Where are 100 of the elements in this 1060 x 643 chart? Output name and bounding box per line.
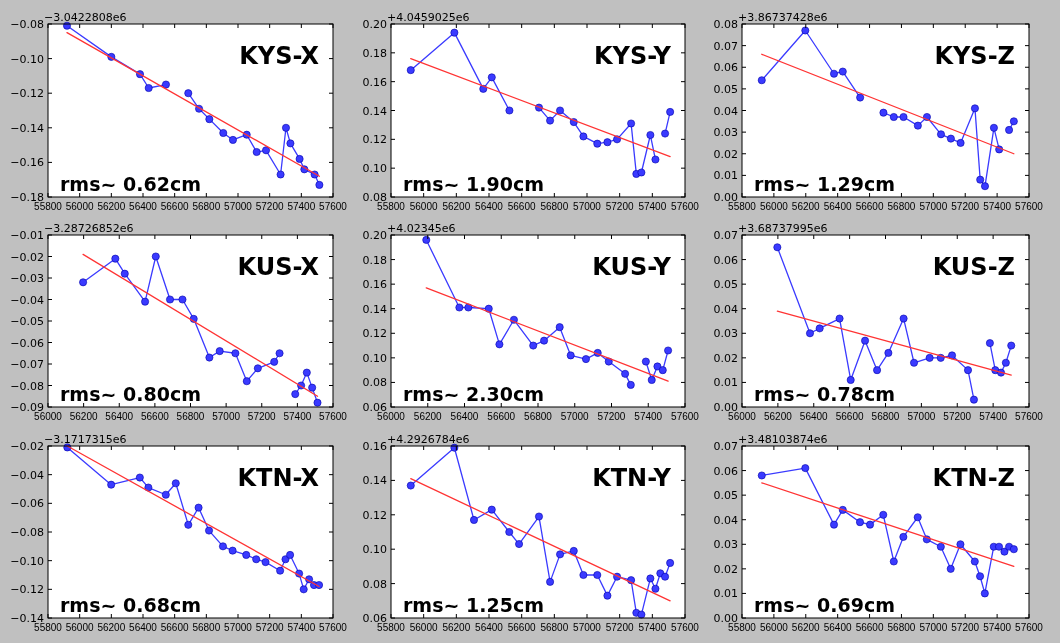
point [899, 314, 908, 323]
point [976, 572, 984, 581]
point [981, 182, 989, 191]
point [879, 510, 888, 519]
y-tick-label: 0.12 [362, 508, 387, 522]
x-tick-label: 56800 [192, 201, 221, 212]
point [151, 252, 160, 261]
annotation: rms~ 1.90cm [403, 173, 544, 195]
x-tick-label: 57200 [597, 411, 626, 422]
point [484, 304, 493, 313]
y-tick-label: 0.08 [362, 191, 387, 204]
x-tick-label: 56200 [97, 201, 126, 212]
x-tick-label: 56600 [140, 411, 170, 422]
point [495, 340, 504, 349]
y-tick-label: 0.18 [362, 253, 387, 267]
x-tick-label: 57400 [283, 411, 312, 422]
y-tick-label: −0.16 [10, 156, 44, 170]
x-tick-label: 57400 [287, 622, 316, 633]
x-tick-label: 57600 [319, 201, 348, 212]
x-tick-label: 56200 [791, 201, 821, 212]
x-tick-label: 56600 [160, 201, 190, 212]
y-tick-label: −0.10 [10, 554, 44, 568]
x-tick-label: 56600 [160, 622, 190, 633]
point [470, 516, 478, 524]
x-tick-label: 55800 [728, 622, 757, 633]
point [184, 520, 193, 529]
x-tick-label: 56200 [442, 622, 471, 633]
point [144, 483, 153, 492]
x-tick-label: 57200 [247, 411, 277, 422]
y-tick-label: 0.06 [713, 464, 738, 478]
x-tick-label: 56400 [129, 622, 158, 633]
point [899, 113, 908, 121]
point [582, 355, 590, 363]
y-tick-label: −0.02 [10, 250, 44, 264]
x-tick-label: 56000 [65, 622, 95, 633]
y-tick-label: 0.01 [713, 376, 738, 390]
point [986, 339, 994, 348]
point [627, 119, 635, 128]
y-tick-label: −0.18 [10, 191, 44, 204]
y-tick-label: −0.08 [10, 379, 44, 393]
point [252, 555, 261, 564]
text: KYS-Y [593, 42, 672, 70]
point [661, 572, 669, 581]
point [946, 564, 955, 573]
x-tick-label: 56000 [377, 411, 406, 422]
point [757, 76, 766, 85]
annotation: rms~ 0.78cm [754, 383, 895, 405]
point [231, 349, 240, 358]
x-tick-label: 57200 [255, 201, 285, 212]
point [925, 353, 934, 362]
x-tick-label: 56400 [823, 622, 853, 633]
point [879, 108, 888, 117]
point [604, 357, 613, 366]
point [282, 123, 290, 132]
point [252, 148, 261, 156]
point [626, 380, 635, 389]
point [313, 398, 322, 407]
y-tick-label: 0.08 [713, 18, 738, 31]
point [664, 346, 672, 355]
x-tick-label: 56000 [34, 411, 63, 422]
point [1000, 547, 1009, 556]
y-tick-label: −0.05 [10, 315, 44, 328]
point [276, 566, 285, 575]
annotation: rms~ 1.29cm [754, 173, 895, 195]
point [646, 574, 655, 583]
annotation: +3.48103874e6 [738, 433, 828, 446]
point [286, 551, 294, 559]
y-tick-label: 0.18 [362, 46, 387, 60]
point [856, 518, 864, 527]
y-tick-label: 0.20 [362, 229, 387, 242]
x-tick-label: 56800 [887, 201, 916, 212]
annotation: +4.02345e6 [387, 222, 456, 235]
point [937, 130, 945, 139]
point [603, 138, 612, 147]
y-tick-label: 0.10 [362, 162, 387, 176]
text: KUS-Z [932, 253, 1015, 281]
y-tick-label: 0.05 [713, 82, 738, 96]
point [830, 520, 838, 529]
x-tick-label: 56400 [823, 201, 853, 212]
text: KTN-Z [932, 464, 1015, 492]
point [253, 364, 262, 373]
point [505, 528, 514, 536]
y-tick-label: 0.06 [713, 253, 738, 267]
y-tick-label: 0.08 [362, 376, 387, 390]
point [107, 480, 116, 489]
point [801, 26, 810, 35]
point [535, 512, 543, 521]
point [646, 131, 655, 139]
annotation: −3.28726852e6 [44, 222, 134, 235]
point [275, 349, 284, 358]
point [422, 236, 431, 244]
point [546, 577, 554, 586]
y-tick-label: 0.10 [362, 543, 387, 557]
x-tick-label: 57600 [1015, 622, 1044, 633]
point [603, 591, 612, 600]
point [913, 513, 922, 522]
y-tick-label: 0.07 [713, 39, 738, 53]
point [262, 146, 270, 155]
text: +3.86737428e6 [738, 11, 828, 24]
x-tick-label: 57400 [638, 622, 667, 633]
